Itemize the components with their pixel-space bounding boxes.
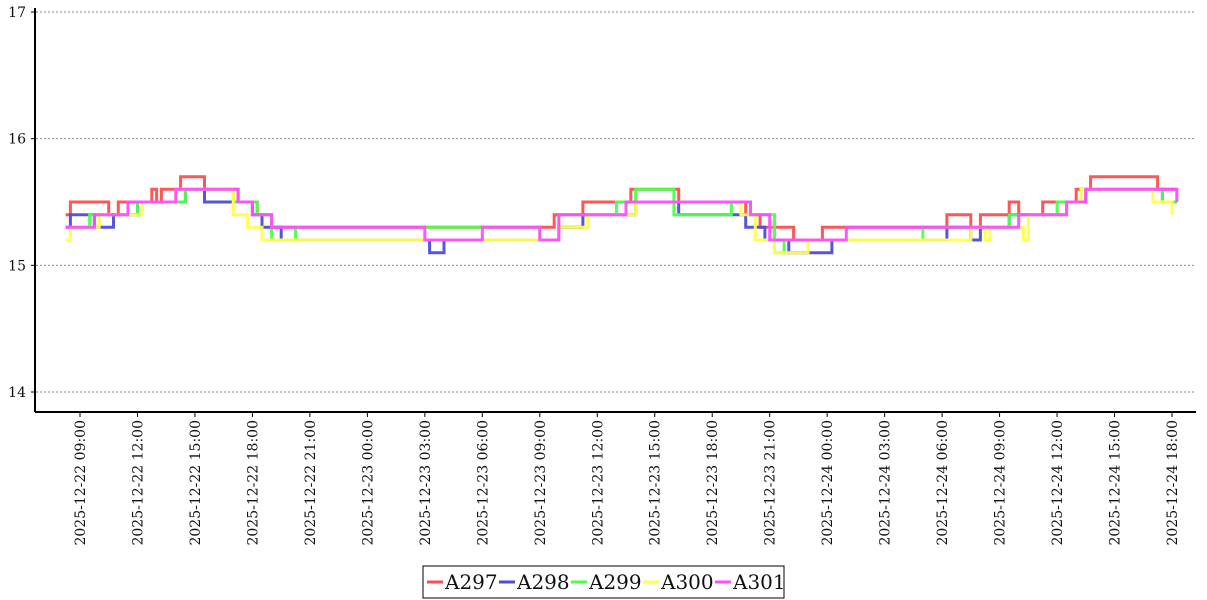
legend-label-a301: A301: [732, 570, 786, 594]
x-tick-label: 2025-12-23 03:00: [418, 420, 434, 546]
x-tick-label: 2025-12-23 15:00: [648, 420, 664, 546]
x-tick-labels: 2025-12-22 09:00 2025-12-22 12:00 2025-12-…: [73, 412, 1181, 546]
axes: [34, 8, 1196, 413]
x-tick-label: 2025-12-23 18:00: [705, 420, 721, 546]
x-tick-label: 2025-12-23 09:00: [533, 420, 549, 546]
x-tick-label: 2025-12-22 12:00: [130, 420, 146, 546]
x-tick-label: 2025-12-24 00:00: [820, 420, 836, 546]
x-tick-label: 2025-12-23 12:00: [590, 420, 606, 546]
series-line-a300: [65, 187, 1174, 255]
legend: A297 A298 A299 A300 A301: [422, 565, 786, 599]
legend-label-a299: A299: [588, 570, 642, 594]
series-line-a301: [65, 187, 1179, 242]
grid-lines: [36, 11, 1196, 393]
y-tick-label: 17: [8, 5, 26, 21]
y-tick-label: 15: [8, 258, 26, 274]
y-tick-label: 16: [8, 132, 26, 148]
x-tick-label: 2025-12-23 06:00: [475, 420, 491, 546]
x-tick-label: 2025-12-22 21:00: [303, 420, 319, 546]
x-tick-label: 2025-12-23 00:00: [360, 420, 376, 546]
legend-label-a297: A297: [444, 570, 498, 594]
x-tick-label: 2025-12-22 09:00: [73, 420, 89, 546]
y-tick-labels: 14 15 16 17: [8, 5, 35, 401]
series-lines: [65, 175, 1179, 255]
x-tick-label: 2025-12-23 21:00: [763, 420, 779, 546]
x-tick-label: 2025-12-22 15:00: [188, 420, 204, 546]
x-tick-label: 2025-12-24 12:00: [1050, 420, 1066, 546]
x-tick-label: 2025-12-24 15:00: [1108, 420, 1124, 546]
y-tick-label: 14: [8, 385, 26, 401]
x-tick-label: 2025-12-24 18:00: [1165, 420, 1181, 546]
x-tick-label: 2025-12-24 09:00: [993, 420, 1009, 546]
legend-label-a300: A300: [660, 570, 714, 594]
x-tick-label: 2025-12-22 18:00: [245, 420, 261, 546]
x-tick-label: 2025-12-24 06:00: [935, 420, 951, 546]
legend-label-a298: A298: [516, 570, 570, 594]
x-tick-label: 2025-12-24 03:00: [878, 420, 894, 546]
